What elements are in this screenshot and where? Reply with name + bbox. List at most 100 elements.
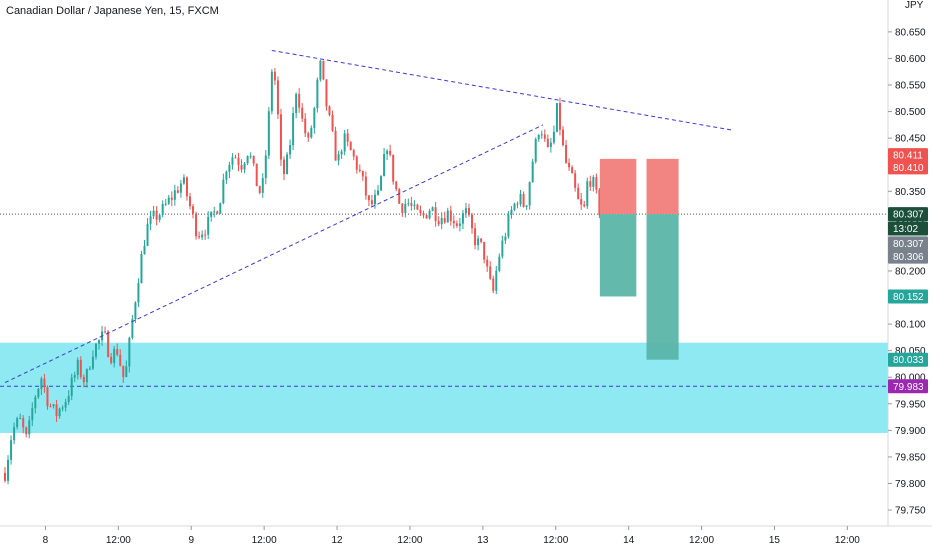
candle-body: [22, 418, 25, 428]
time-tick-label: 12:00: [106, 535, 131, 546]
candle-body: [82, 376, 85, 383]
candle-body: [428, 210, 431, 219]
price-tick-label: 80.350: [895, 187, 926, 198]
candle-body: [510, 209, 513, 215]
candle-body: [443, 218, 446, 223]
plot-area[interactable]: [0, 0, 888, 526]
candle-body: [555, 103, 558, 132]
candle-body: [319, 60, 322, 80]
candle-body: [546, 138, 549, 147]
candle-body: [31, 408, 34, 421]
candle-body: [383, 154, 386, 177]
candle-body: [128, 337, 131, 367]
candle-body: [328, 106, 331, 116]
candle-body: [16, 418, 19, 428]
candle-body: [477, 238, 480, 246]
take-profit-zone: [646, 214, 679, 360]
candle-body: [261, 178, 264, 193]
candle-body: [13, 427, 16, 441]
candle-body: [425, 215, 428, 219]
candle-body: [286, 154, 289, 175]
candle-body: [589, 181, 592, 187]
candle-body: [216, 211, 219, 214]
candle-body: [67, 396, 70, 403]
candle-body: [158, 215, 161, 220]
price-label-text: 80.307: [893, 239, 924, 250]
price-label-text: 80.152: [893, 292, 924, 303]
candle-body: [422, 213, 425, 216]
support-zone: [0, 342, 888, 434]
candle-body: [298, 93, 301, 108]
candle-body: [131, 319, 134, 338]
candle-body: [346, 133, 349, 142]
candle-body: [37, 388, 40, 398]
candle-body: [270, 71, 273, 112]
candle-body: [258, 186, 261, 193]
price-label-badge: [888, 207, 928, 222]
trendlines[interactable]: [4, 49, 733, 383]
candle-body: [522, 194, 525, 207]
candle-body: [213, 211, 216, 213]
candle-body: [404, 203, 407, 213]
time-tick-label: 12:00: [689, 535, 714, 546]
candle-body: [349, 141, 352, 151]
candle-body: [489, 266, 492, 279]
candle-body: [295, 93, 298, 114]
candle-body: [204, 234, 207, 236]
candle-body: [440, 218, 443, 225]
candle-body: [410, 203, 413, 206]
time-tick-label: 12:00: [397, 535, 422, 546]
candle-body: [167, 197, 170, 204]
candle-body: [28, 420, 31, 435]
candle-body: [370, 200, 373, 205]
candle-body: [264, 155, 267, 179]
position-tools[interactable]: [599, 158, 679, 360]
price-axis[interactable]: [888, 0, 932, 550]
candle-body: [449, 210, 452, 221]
trendline: [271, 49, 733, 131]
candle-body: [40, 378, 43, 389]
candle-body: [395, 181, 398, 190]
candle-body: [192, 206, 195, 214]
candle-body: [34, 397, 37, 409]
candle-body: [55, 404, 58, 417]
candle-body: [334, 130, 337, 161]
candle-body: [279, 114, 282, 160]
candle-body: [398, 189, 401, 204]
time-tick-label: 12:00: [543, 535, 568, 546]
candle-body: [237, 158, 240, 166]
candle-body: [182, 177, 185, 184]
candle-body: [571, 167, 574, 174]
take-profit-zone: [599, 214, 637, 297]
candle-body: [392, 154, 395, 182]
candle-body: [416, 204, 419, 210]
candle-body: [310, 127, 313, 138]
price-tick-label: 79.950: [895, 399, 926, 410]
candle-body: [64, 402, 67, 408]
candle-body: [331, 115, 334, 131]
price-tick-label: 80.050: [895, 346, 926, 357]
candle-body: [149, 216, 152, 224]
time-tick-label: 14: [623, 535, 635, 546]
price-tick-label: 80.500: [895, 107, 926, 118]
candle-body: [386, 150, 389, 155]
price-label-text: 80.410: [893, 163, 924, 174]
candle-body: [471, 214, 474, 229]
candle-body: [377, 190, 380, 195]
candle-body: [361, 171, 364, 177]
price-label-badge: [888, 221, 928, 236]
price-label-badge: [888, 236, 928, 251]
candle-body: [7, 459, 10, 481]
candle-body: [240, 165, 243, 170]
candle-body: [380, 176, 383, 191]
candle-body: [283, 159, 286, 175]
candle-body: [219, 203, 222, 214]
candle-body: [140, 253, 143, 284]
candle-body: [552, 131, 555, 143]
candle-body: [4, 472, 6, 481]
candle-body: [434, 207, 437, 222]
price-tick-label: 80.600: [895, 54, 926, 65]
candle-body: [507, 214, 510, 237]
candle-body: [373, 194, 376, 205]
